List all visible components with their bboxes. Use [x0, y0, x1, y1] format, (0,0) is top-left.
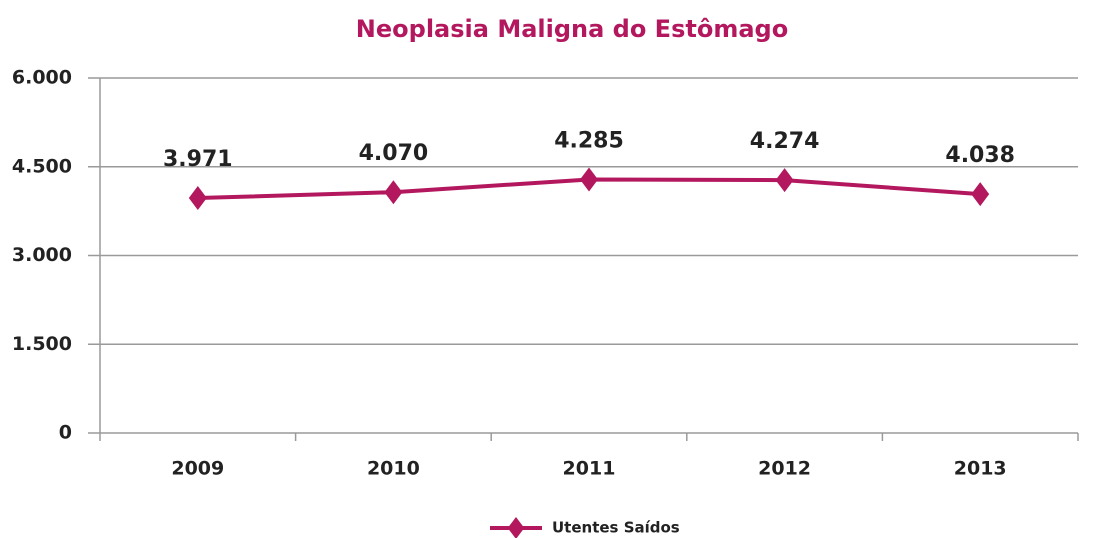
- y-tick-label: 4.500: [12, 155, 72, 177]
- marker: [188, 186, 207, 211]
- marker: [580, 167, 598, 192]
- x-tick-label: 2011: [563, 458, 616, 480]
- legend-label: Utentes Saídos: [552, 519, 680, 537]
- marker: [775, 168, 794, 193]
- chart-title: Neoplasia Maligna do Estômago: [356, 15, 788, 43]
- marker: [384, 180, 403, 205]
- x-tick-label: 2012: [758, 458, 811, 480]
- data-label: 4.070: [359, 141, 429, 166]
- x-tick-label: 2009: [171, 458, 224, 480]
- data-label: 4.274: [750, 129, 820, 154]
- data-label: 3.971: [163, 147, 233, 172]
- y-tick-label: 6.000: [12, 67, 72, 89]
- data-label: 4.038: [945, 143, 1015, 168]
- x-tick-label: 2013: [954, 458, 1007, 480]
- marker: [971, 182, 990, 207]
- y-tick-label: 1.500: [12, 333, 72, 355]
- y-tick-label: 0: [59, 422, 72, 444]
- y-tick-label: 3.000: [12, 244, 72, 266]
- x-tick-label: 2010: [367, 458, 420, 480]
- data-label: 4.285: [554, 128, 624, 153]
- legend-marker: [507, 517, 525, 538]
